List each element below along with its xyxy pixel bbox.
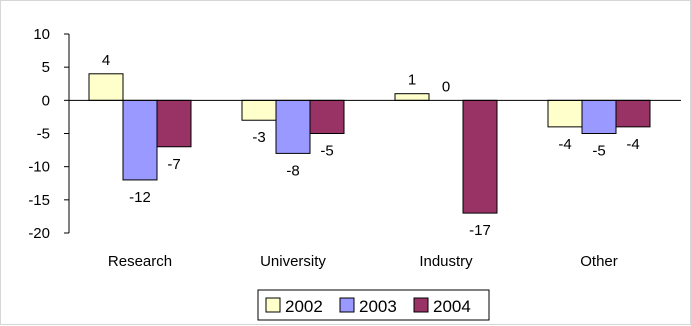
y-tick-label: -20: [28, 225, 50, 242]
data-label: -12: [129, 189, 151, 206]
legend: 2002 2003 2004: [257, 289, 490, 321]
y-tick-label: 5: [42, 59, 50, 76]
legend-label: 2002: [285, 297, 323, 316]
y-tick-label: -5: [37, 126, 50, 143]
bar-2004-university: [309, 99, 345, 135]
bar-2003-research: [122, 99, 158, 181]
data-labels: 4 -12 -7 -3 -8 -5 1 0 -17 -4 -5 -4: [102, 52, 640, 239]
y-tick-label: 10: [33, 26, 50, 43]
legend-box: [257, 289, 490, 321]
x-axis: Research University Industry Other: [69, 99, 681, 270]
bar-2002-industry: [394, 93, 430, 101]
bar-2004-industry: [462, 99, 498, 214]
y-tick-label: -10: [28, 159, 50, 176]
legend-label: 2004: [433, 297, 471, 316]
data-label: -4: [626, 136, 639, 153]
bar-2003-other: [581, 99, 617, 135]
category-label: Industry: [419, 253, 473, 270]
data-label: 4: [102, 52, 110, 69]
data-label: -7: [167, 156, 180, 173]
bar-2003-university: [275, 99, 311, 154]
y-axis: 10 5 0 -5 -10 -15 -20: [28, 26, 70, 242]
legend-label: 2003: [359, 297, 397, 316]
legend-swatch-2002: [265, 297, 281, 313]
bar-2004-research: [156, 99, 192, 148]
bars: [88, 73, 651, 214]
data-label: 1: [408, 72, 416, 89]
bar-2002-research: [88, 73, 124, 101]
bar-2004-other: [615, 99, 651, 128]
y-tick-label: 0: [42, 92, 50, 109]
category-label: University: [260, 253, 326, 270]
y-tick-label: -15: [28, 192, 50, 209]
data-label: -3: [252, 129, 265, 146]
legend-swatch-2004: [413, 297, 429, 313]
bar-2002-other: [547, 99, 583, 128]
data-label: -8: [286, 162, 299, 179]
category-label: Other: [580, 253, 618, 270]
data-label: -5: [592, 143, 605, 160]
data-label: -4: [558, 136, 571, 153]
category-label: Research: [108, 253, 172, 270]
data-label: -5: [320, 143, 333, 160]
legend-swatch-2003: [339, 297, 355, 313]
data-label: 0: [442, 78, 450, 95]
data-label: -17: [469, 222, 491, 239]
bar-2002-university: [241, 99, 277, 121]
